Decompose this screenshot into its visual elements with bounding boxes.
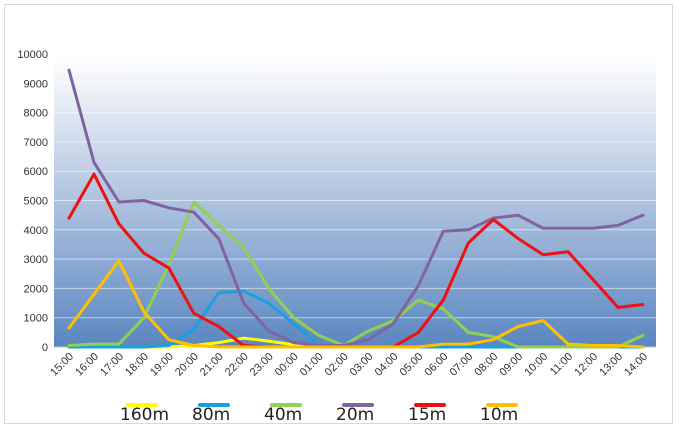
x-tick-label: 20:00 (173, 351, 201, 379)
x-tick-label: 09:00 (497, 351, 525, 379)
x-tick-label: 13:00 (597, 351, 625, 379)
x-tick-label: 11:00 (548, 351, 575, 378)
x-tick-label: 10:00 (522, 351, 550, 379)
y-tick-label: 2000 (24, 283, 48, 295)
x-axis: 15:0016:0017:0018:0019:0020:0021:0022:00… (48, 346, 656, 379)
y-tick-label: 9000 (24, 78, 48, 90)
y-tick-label: 5000 (24, 196, 48, 208)
x-tick-label: 05:00 (398, 351, 426, 379)
x-tick-label: 23:00 (248, 351, 276, 379)
x-tick-label: 12:00 (572, 351, 600, 379)
legend-label-20m: 20m (336, 405, 374, 425)
x-tick-label: 06:00 (423, 351, 451, 379)
x-tick-label: 17:00 (98, 351, 126, 379)
y-tick-label: 7000 (24, 137, 48, 149)
y-axis: 0 1000 2000 3000 4000 5000 6000 7000 8000 9000 100… (17, 49, 48, 354)
series-line-20m (67, 68, 645, 347)
x-tick-label: 21:00 (198, 351, 226, 379)
x-tick-label: 15:00 (48, 351, 76, 379)
x-tick-label: 18:00 (123, 351, 151, 379)
legend: 160m 80m 40m 20m 15m 10m (120, 403, 518, 425)
y-tick-label: 10000 (17, 49, 48, 61)
series-line-40m (67, 200, 645, 349)
legend-label-80m: 80m (192, 405, 230, 425)
x-tick-label: 02:00 (323, 351, 351, 379)
x-tick-label: 01:00 (298, 351, 326, 379)
y-tick-label: 4000 (24, 225, 48, 237)
y-tick-label: 1000 (24, 313, 48, 325)
series-lines (67, 68, 645, 349)
x-tick-label: 00:00 (273, 351, 301, 379)
series-line-10m (67, 259, 645, 349)
x-tick-label: 08:00 (472, 351, 500, 379)
x-tick-label: 07:00 (447, 351, 475, 379)
y-tick-label: 8000 (24, 108, 48, 120)
y-tick-label: 0 (42, 342, 48, 354)
legend-label-160m: 160m (120, 405, 169, 425)
x-tick-label: 16:00 (73, 351, 101, 379)
x-tick-label: 04:00 (373, 351, 401, 379)
legend-label-10m: 10m (480, 405, 518, 425)
x-tick-label: 03:00 (348, 351, 376, 379)
x-tick-label: 22:00 (223, 351, 251, 379)
y-tick-label: 6000 (24, 166, 48, 178)
legend-label-15m: 15m (408, 405, 446, 425)
legend-label-40m: 40m (264, 405, 302, 425)
x-tick-label: 19:00 (148, 351, 176, 379)
y-tick-label: 3000 (24, 254, 48, 266)
x-tick-label: 14:00 (622, 351, 650, 379)
gridlines (54, 53, 656, 348)
